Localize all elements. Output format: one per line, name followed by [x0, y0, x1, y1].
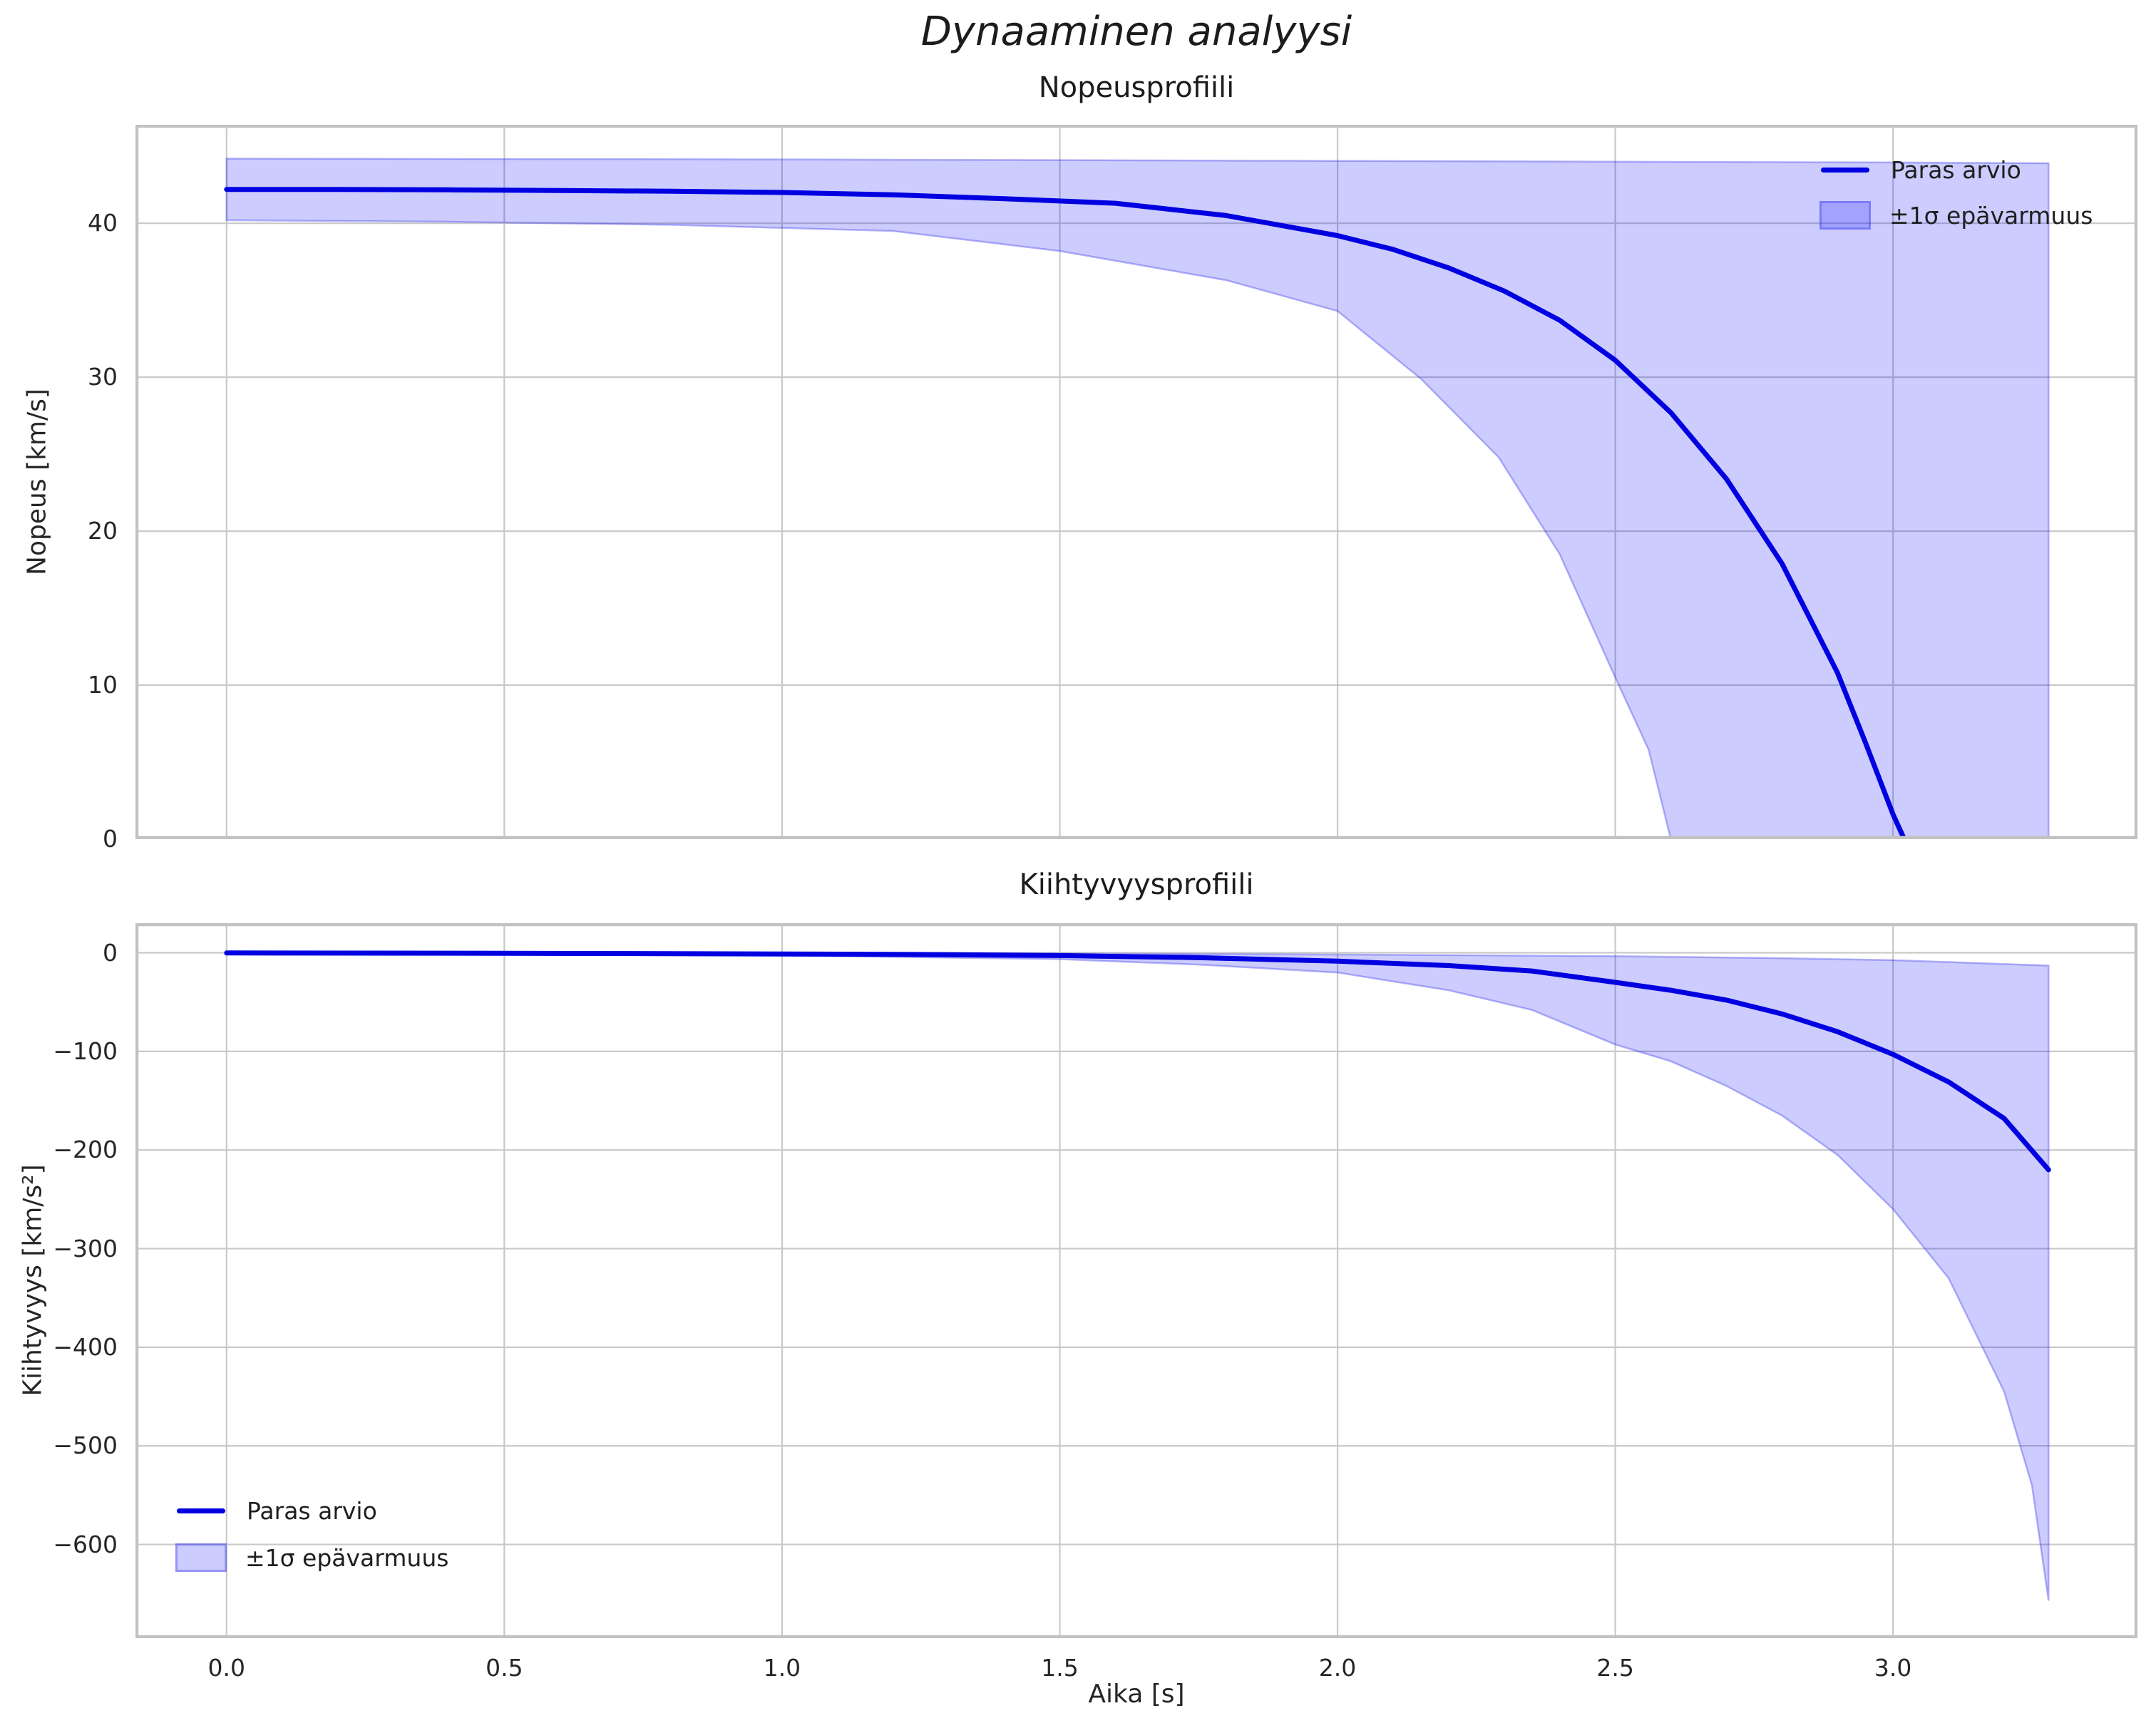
legend-band-sample: [1819, 201, 1871, 230]
plot-title-acceleration: Kiihtyvyysprofiili: [1019, 868, 1254, 901]
chart-canvas: [135, 923, 2137, 1638]
acceleration-plot-area: [135, 923, 2137, 1638]
y-tick-label: −400: [53, 1332, 118, 1361]
y-tick-label: 10: [88, 671, 118, 699]
x-tick-label: 3.0: [1874, 1654, 1912, 1682]
y-tick-label: −300: [53, 1234, 118, 1262]
legend-acceleration: Paras arvio ±1σ epävarmuus: [173, 1487, 529, 1581]
y-tick-label: 20: [88, 517, 118, 545]
legend-label: Paras arvio: [1891, 155, 2021, 184]
x-axis-label: Aika [s]: [1088, 1680, 1185, 1709]
y-tick-label: −200: [53, 1136, 118, 1164]
legend-label: ±1σ epävarmuus: [245, 1543, 449, 1572]
y-axis-label-velocity: Nopeus [km/s]: [22, 389, 52, 575]
x-tick-label: 2.0: [1318, 1654, 1357, 1682]
velocity-plot-area: [135, 125, 2137, 839]
uncertainty-band: [225, 158, 2050, 839]
plot-title-velocity: Nopeusprofiili: [1038, 71, 1235, 104]
y-tick-label: −100: [53, 1037, 118, 1065]
x-tick-label: 0.5: [486, 1654, 523, 1682]
x-tick-label: 0.0: [207, 1654, 245, 1682]
plot-frame: [135, 923, 2137, 1638]
y-tick-label: 0: [103, 938, 118, 967]
chart-canvas: [135, 125, 2137, 839]
legend-entry-line: Paras arvio: [1817, 148, 2135, 191]
legend-band-sample: [175, 1543, 227, 1572]
legend-velocity: Paras arvio ±1σ epävarmuus: [1817, 147, 2135, 238]
y-tick-label: 0: [103, 825, 118, 853]
legend-entry-band: ±1σ epävarmuus: [1817, 194, 2135, 237]
legend-label: Paras arvio: [247, 1496, 377, 1525]
x-tick-label: 2.5: [1596, 1654, 1634, 1682]
y-tick-label: −500: [53, 1431, 118, 1460]
legend-entry-line: Paras arvio: [173, 1489, 529, 1532]
figure-title: Dynaaminen analyysi: [920, 9, 1352, 55]
uncertainty-band: [225, 952, 2050, 1601]
best-estimate-line: [224, 187, 1907, 839]
legend-entry-band: ±1σ epävarmuus: [173, 1536, 529, 1579]
x-tick-label: 1.5: [1041, 1654, 1079, 1682]
plot-frame: [135, 125, 2137, 839]
y-tick-label: −600: [53, 1530, 118, 1558]
x-tick-label: 1.0: [763, 1654, 801, 1682]
legend-line-sample: [1821, 167, 1869, 173]
best-estimate-line: [224, 950, 2051, 1173]
legend-label: ±1σ epävarmuus: [1889, 201, 2093, 230]
y-tick-label: 40: [88, 209, 118, 237]
y-tick-label: 30: [88, 363, 118, 391]
legend-line-sample: [177, 1508, 225, 1513]
